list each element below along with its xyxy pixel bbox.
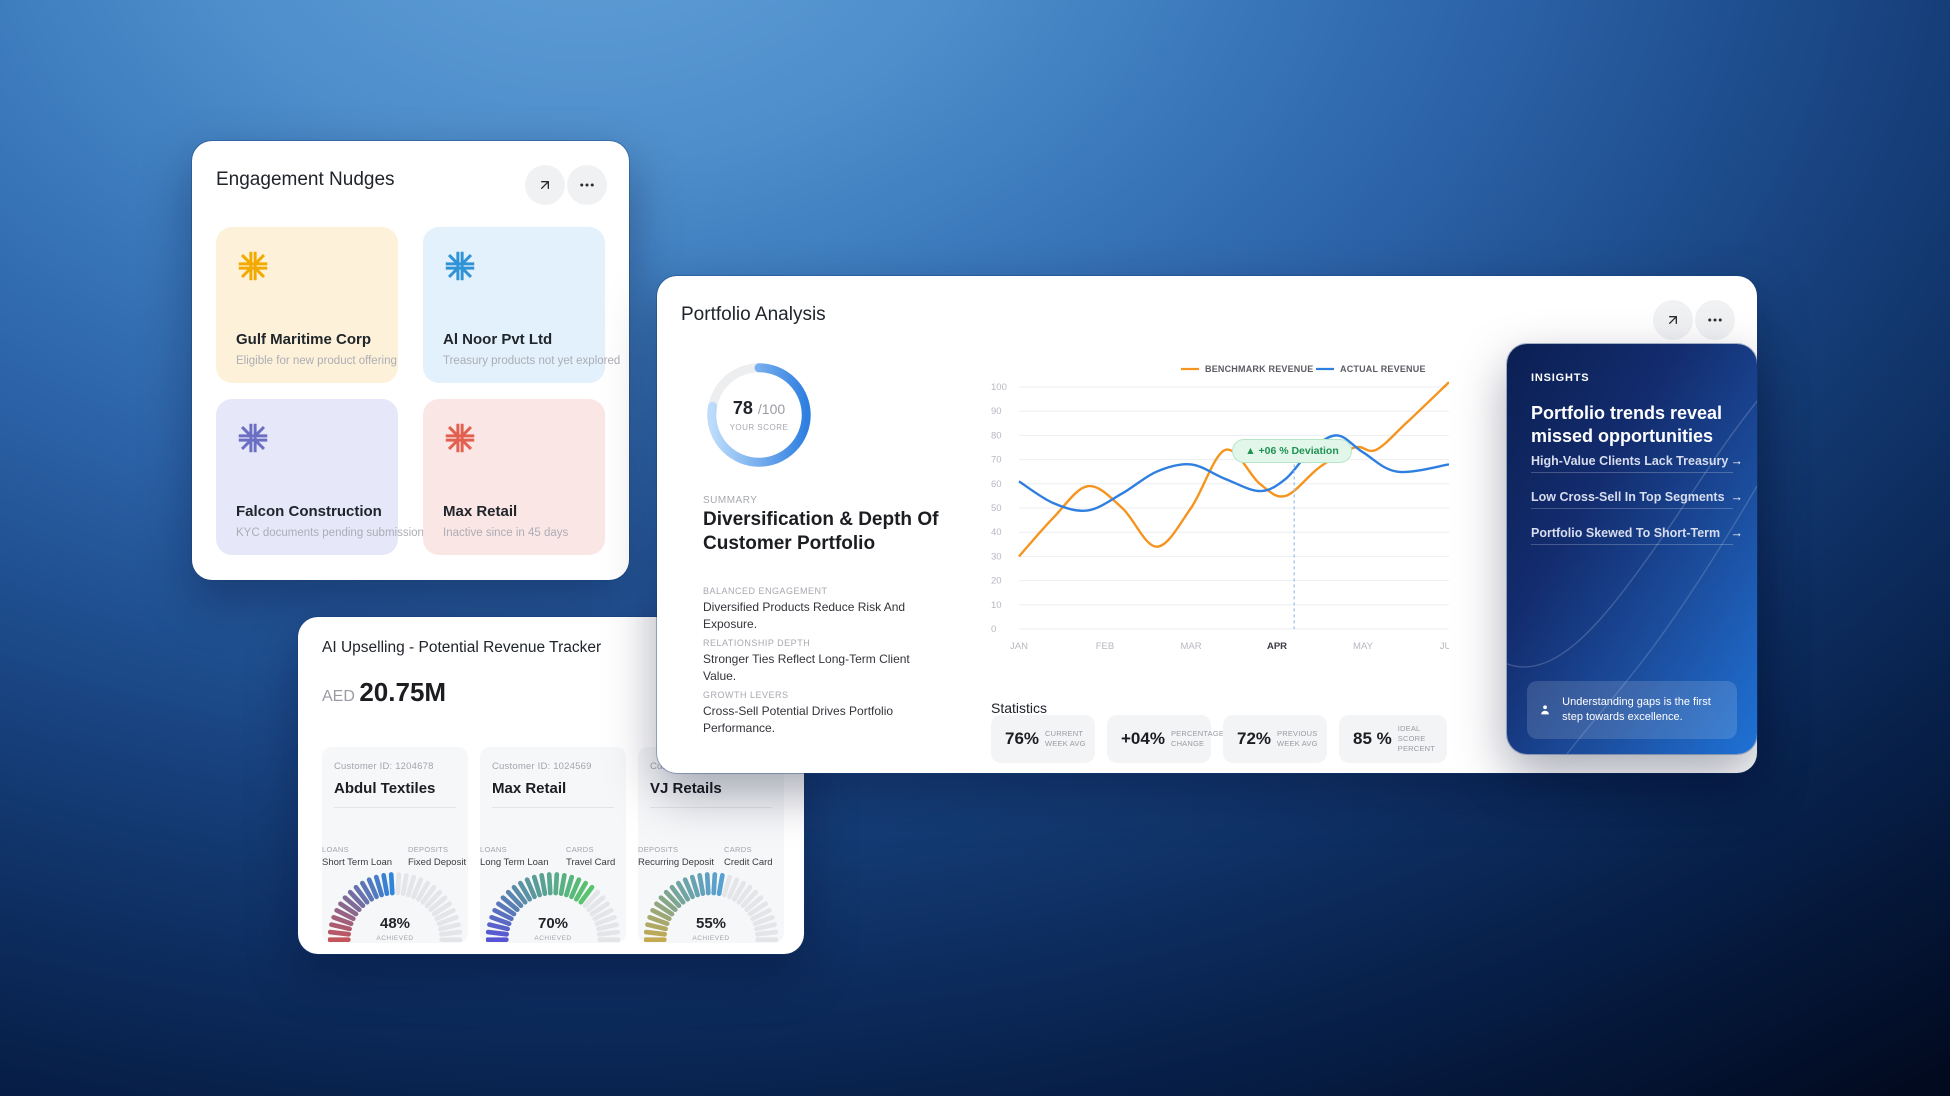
svg-text:APR: APR xyxy=(1267,641,1287,652)
svg-text:MAR: MAR xyxy=(1180,641,1201,652)
svg-text:FEB: FEB xyxy=(1096,641,1114,652)
svg-text:BENCHMARK REVENUE: BENCHMARK REVENUE xyxy=(1205,364,1313,374)
svg-text:JAN: JAN xyxy=(1010,641,1028,652)
svg-text:100: 100 xyxy=(991,382,1007,393)
svg-text:70: 70 xyxy=(991,455,1002,466)
svg-text:60: 60 xyxy=(991,479,1002,490)
svg-text:JUN: JUN xyxy=(1440,641,1449,652)
svg-text:MAY: MAY xyxy=(1353,641,1374,652)
svg-text:40: 40 xyxy=(991,527,1002,538)
svg-text:90: 90 xyxy=(991,406,1002,417)
svg-text:50: 50 xyxy=(991,503,1002,514)
svg-text:ACTUAL REVENUE: ACTUAL REVENUE xyxy=(1340,364,1426,374)
svg-text:10: 10 xyxy=(991,600,1002,611)
svg-text:30: 30 xyxy=(991,551,1002,562)
svg-text:20: 20 xyxy=(991,576,1002,587)
svg-text:80: 80 xyxy=(991,430,1002,441)
svg-text:0: 0 xyxy=(991,624,996,635)
